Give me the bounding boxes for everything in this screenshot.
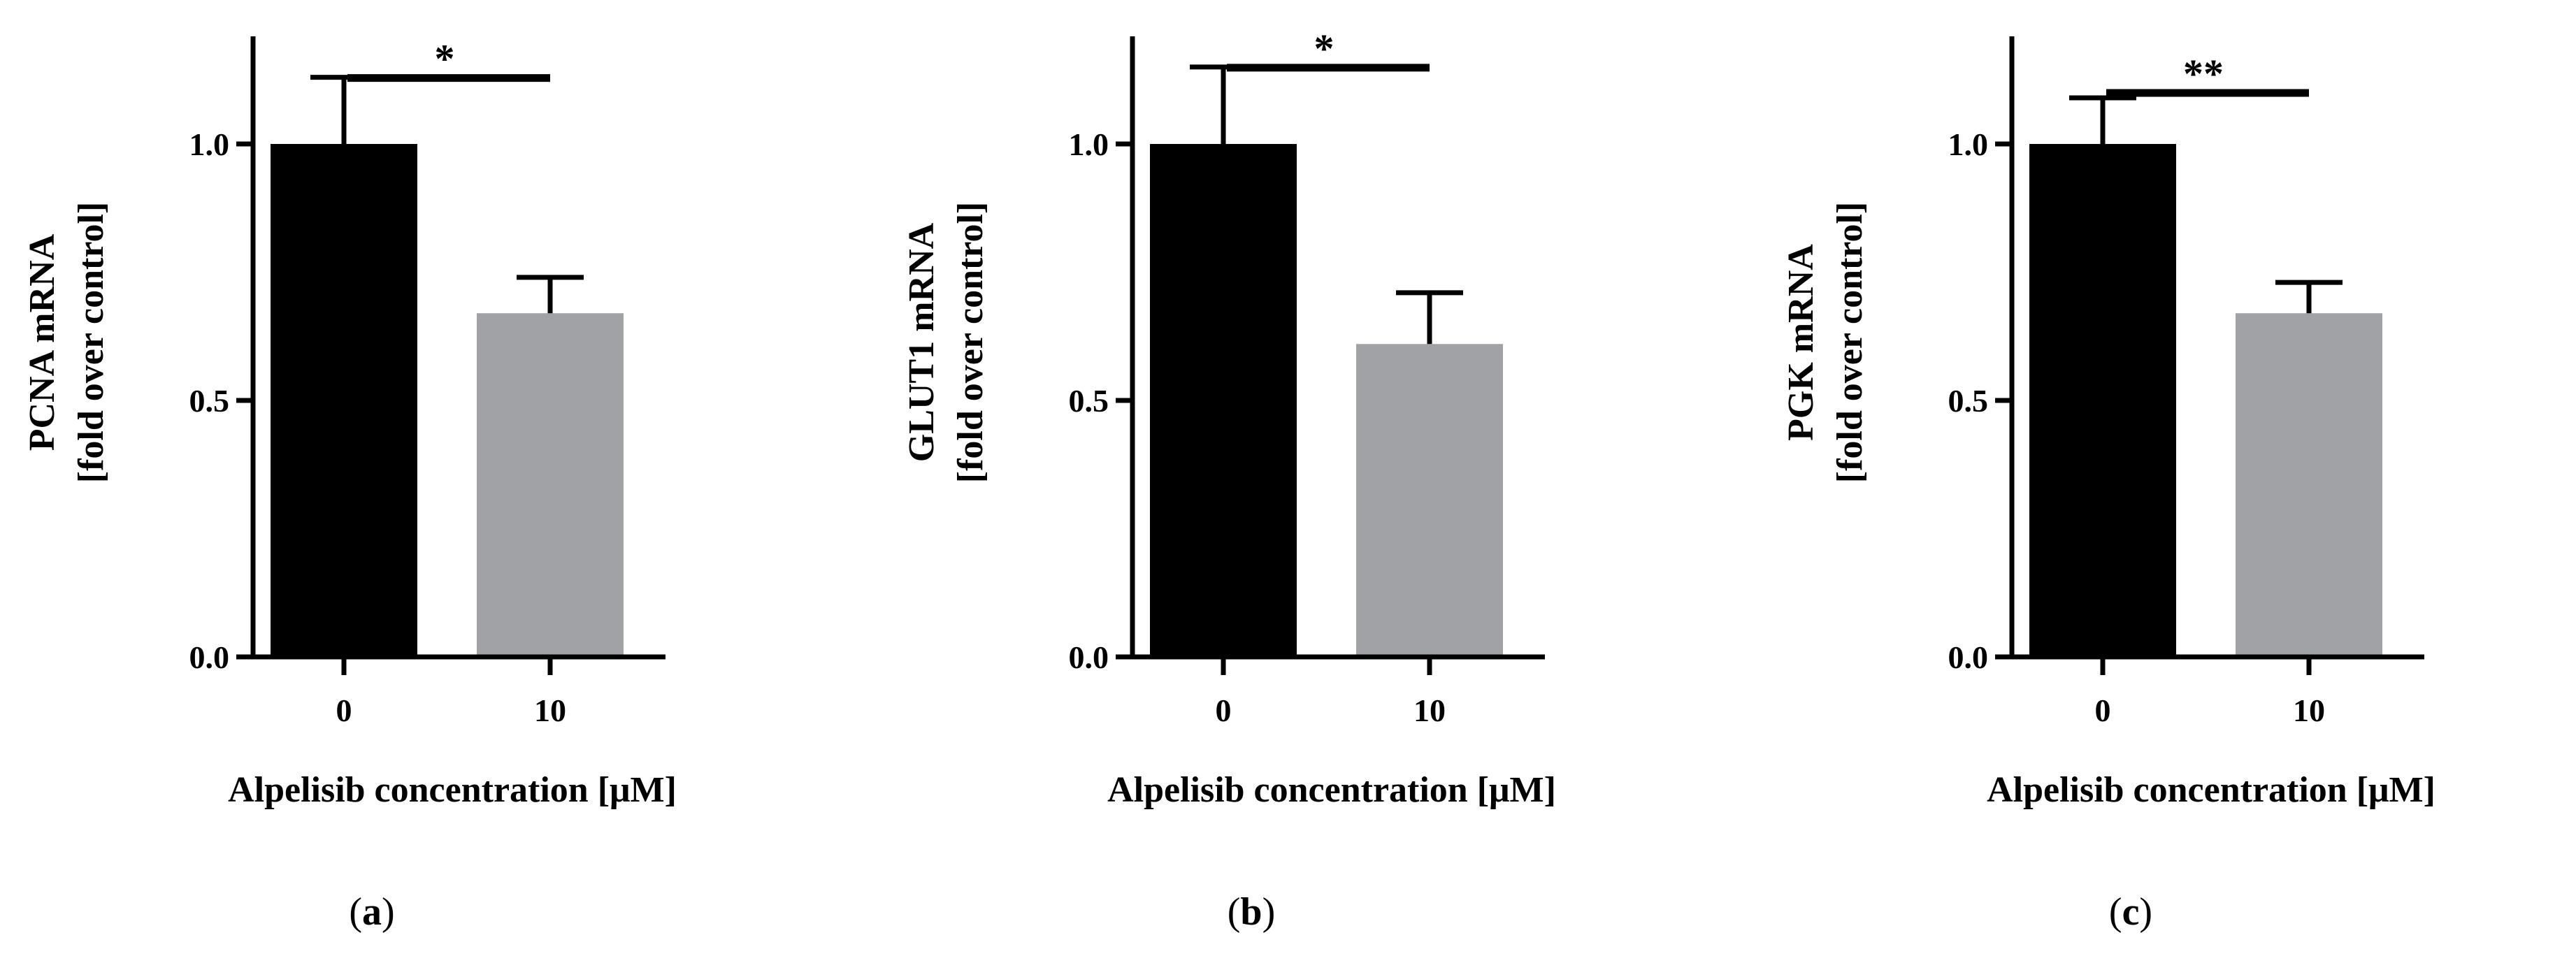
- y-tick-label-0.0: 0.0: [1069, 639, 1109, 675]
- significance-marker: *: [1314, 26, 1334, 71]
- y-tick-label-0.5: 0.5: [1069, 383, 1109, 419]
- chart-panel-b: 0.0 0.5 1.0 0 10 Alpelisib concentration [μM]…: [902, 26, 1556, 934]
- x-tick-label-10: 10: [1413, 693, 1446, 728]
- y-axis-title-line-2: [fold over control]: [951, 202, 991, 483]
- chart-panel-a: 0.0 0.5 1.0 0 10 Alpelisib concentration [μM]…: [22, 36, 677, 934]
- y-axis-title-line-2: [fold over control]: [71, 202, 111, 483]
- y-axis-title-line-1: GLUT1 mRNA: [902, 222, 942, 462]
- x-axis-title: Alpelisib concentration [μM]: [1987, 770, 2435, 810]
- x-tick-label-0: 0: [2095, 693, 2111, 728]
- significance-marker: **: [2183, 51, 2224, 96]
- x-tick-label-0: 0: [336, 693, 352, 728]
- chart-panel-c: 0.0 0.5 1.0 0 10 Alpelisib concentration [μM]…: [1781, 36, 2435, 934]
- x-axis-title: Alpelisib concentration [μM]: [228, 770, 677, 810]
- y-tick-label-1.0: 1.0: [1069, 126, 1109, 162]
- panel-label: (c): [2109, 890, 2152, 934]
- bar-0: [271, 144, 417, 657]
- y-tick-label-0.0: 0.0: [189, 639, 230, 675]
- x-tick-label-10: 10: [2293, 693, 2325, 728]
- panel-label: (b): [1228, 890, 1275, 934]
- significance-marker: *: [435, 36, 455, 82]
- y-tick-label-1.0: 1.0: [1948, 126, 1989, 162]
- y-tick-label-0.5: 0.5: [189, 383, 230, 419]
- x-tick-label-10: 10: [534, 693, 566, 728]
- bar-0: [2029, 144, 2176, 657]
- bar-10: [477, 313, 624, 657]
- bar-0: [1150, 144, 1297, 657]
- bar-10: [2236, 313, 2382, 657]
- x-axis-title: Alpelisib concentration [μM]: [1107, 770, 1556, 810]
- panel-label: (a): [349, 890, 394, 934]
- y-tick-label-0.5: 0.5: [1948, 383, 1989, 419]
- x-tick-label-0: 0: [1216, 693, 1232, 728]
- y-tick-label-1.0: 1.0: [189, 126, 230, 162]
- y-axis-title-line-2: [fold over control]: [1830, 202, 1870, 483]
- y-tick-label-0.0: 0.0: [1948, 639, 1989, 675]
- y-axis-title-line-1: PCNA mRNA: [22, 233, 62, 451]
- bar-10: [1356, 344, 1503, 657]
- y-axis-title-line-1: PGK mRNA: [1781, 244, 1821, 441]
